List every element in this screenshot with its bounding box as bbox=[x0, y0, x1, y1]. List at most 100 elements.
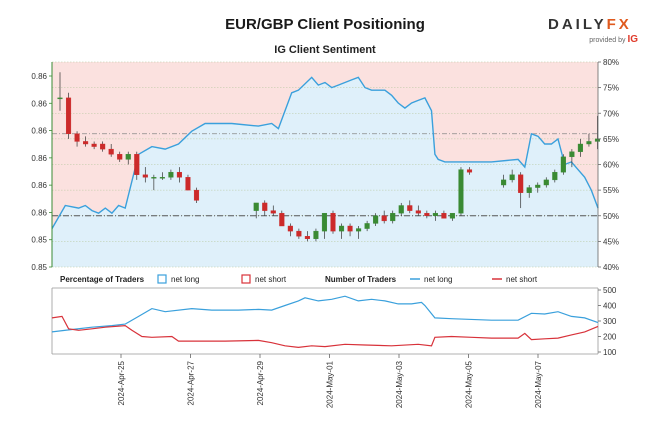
candle-body bbox=[193, 189, 200, 201]
legend: Percentage of Traders net long net short… bbox=[60, 274, 538, 284]
candle-body bbox=[279, 212, 285, 227]
left-tick-label: 0.86 bbox=[31, 99, 47, 108]
candle-body bbox=[560, 156, 566, 173]
candle-body bbox=[364, 223, 370, 229]
right-tick-label: 75% bbox=[603, 84, 619, 93]
candle-body bbox=[125, 154, 131, 160]
dailyfx-logo: DAILYFX provided by IG bbox=[548, 16, 638, 45]
net-long-area bbox=[52, 77, 598, 268]
chart-title: EUR/GBP Client Positioning bbox=[225, 16, 425, 33]
date-tick-label: 2024-May-05 bbox=[465, 360, 474, 408]
candle-body bbox=[501, 179, 507, 186]
candle-body bbox=[270, 210, 276, 214]
candle-body bbox=[108, 148, 114, 155]
candle-body bbox=[168, 171, 174, 178]
right-tick-label: 60% bbox=[603, 161, 619, 170]
candle-body bbox=[373, 215, 379, 224]
traders-tick-label: 200 bbox=[603, 333, 617, 342]
candle-body bbox=[83, 141, 89, 145]
candle-body bbox=[253, 202, 259, 211]
candle-body bbox=[356, 228, 362, 232]
left-tick-label: 0.86 bbox=[31, 181, 47, 190]
candle-body bbox=[330, 212, 336, 232]
candle-body bbox=[262, 202, 268, 211]
candle-body bbox=[543, 179, 549, 186]
legend-net-long-box bbox=[157, 274, 167, 284]
logo-ig: IG bbox=[627, 34, 638, 45]
traders-net-short-line bbox=[51, 315, 599, 349]
candle-body bbox=[577, 143, 583, 152]
candle-body bbox=[407, 205, 413, 211]
traders-axis-ticks: 500 400 300 200 100 bbox=[598, 286, 617, 357]
candle-body bbox=[321, 212, 328, 232]
logo-word-fx: FX bbox=[606, 16, 632, 33]
candle-body bbox=[432, 212, 438, 216]
candle-body bbox=[424, 212, 430, 216]
right-axis-ticks: 80% 75% 70% 65% 60% 55% 50% 45% 40% bbox=[598, 58, 619, 272]
candle-body bbox=[296, 230, 302, 237]
legend-number-label: Number of Traders bbox=[325, 275, 397, 284]
candle-body bbox=[117, 154, 123, 160]
right-tick-label: 65% bbox=[603, 135, 619, 144]
legend-net-short-text-2: net short bbox=[506, 275, 538, 284]
traders-tick-label: 500 bbox=[603, 286, 617, 295]
candle-body bbox=[535, 184, 541, 188]
right-tick-label: 55% bbox=[603, 186, 619, 195]
candle-body bbox=[313, 230, 319, 240]
candle-body bbox=[100, 143, 106, 150]
traders-tick-label: 300 bbox=[603, 317, 617, 326]
logo-provided-by: provided by bbox=[589, 37, 626, 44]
candle-body bbox=[398, 205, 404, 214]
candle-body bbox=[91, 143, 97, 147]
logo-word-daily: DAILY bbox=[548, 16, 607, 33]
candle-body bbox=[159, 177, 165, 179]
candle-body bbox=[304, 236, 310, 240]
candle-body bbox=[449, 212, 455, 219]
candle-body bbox=[415, 210, 421, 214]
legend-net-short-box bbox=[241, 274, 251, 284]
candle-body bbox=[287, 225, 293, 232]
candle-body bbox=[518, 174, 524, 193]
candle-body bbox=[466, 169, 473, 173]
date-tick-label: 2024-Apr-25 bbox=[117, 360, 126, 405]
chart-subtitle: IG Client Sentiment bbox=[274, 44, 376, 56]
candle-body bbox=[57, 97, 63, 100]
candle-body bbox=[134, 154, 140, 175]
date-axis-ticks: 2024-Apr-25 2024-Apr-27 2024-Apr-29 2024-Ma… bbox=[117, 354, 543, 408]
candle-body bbox=[347, 225, 353, 232]
right-tick-label: 50% bbox=[603, 212, 619, 221]
candle-body bbox=[74, 133, 80, 142]
candle-body bbox=[458, 169, 464, 214]
date-tick-label: 2024-Apr-27 bbox=[187, 360, 196, 405]
candle-body bbox=[65, 97, 72, 134]
right-tick-label: 40% bbox=[603, 263, 619, 272]
left-tick-label: 0.86 bbox=[31, 208, 47, 217]
candle-body bbox=[586, 141, 592, 145]
legend-net-long-text-2: net long bbox=[424, 275, 452, 284]
candle-body bbox=[509, 174, 515, 181]
traders-tick-label: 400 bbox=[603, 302, 617, 311]
date-tick-label: 2024-May-01 bbox=[326, 360, 335, 408]
price-panel: 0.86 0.86 0.86 0.86 0.86 0.86 0.85 0.85 80% 75% 7… bbox=[31, 58, 619, 272]
candle-body bbox=[381, 215, 387, 222]
candle-body bbox=[569, 151, 575, 158]
right-tick-label: 45% bbox=[603, 237, 619, 246]
candle-body bbox=[338, 225, 345, 232]
candle-body bbox=[526, 187, 532, 193]
candle-body bbox=[390, 212, 396, 222]
candle-body bbox=[441, 212, 447, 219]
left-tick-label: 0.85 bbox=[31, 236, 47, 245]
legend-net-short-text: net short bbox=[255, 275, 287, 284]
left-tick-label: 0.85 bbox=[31, 263, 47, 272]
right-tick-label: 80% bbox=[603, 58, 619, 67]
candle-body bbox=[176, 171, 182, 178]
traders-tick-label: 100 bbox=[603, 348, 617, 357]
traders-panel: 500 400 300 200 100 2024-Apr-25 2024-Apr-27 20… bbox=[51, 286, 617, 408]
legend-net-long-text: net long bbox=[171, 275, 199, 284]
left-tick-label: 0.86 bbox=[31, 154, 47, 163]
candle-body bbox=[552, 171, 558, 181]
right-tick-label: 70% bbox=[603, 109, 619, 118]
left-tick-label: 0.86 bbox=[31, 127, 47, 136]
candlesticks bbox=[57, 72, 601, 242]
